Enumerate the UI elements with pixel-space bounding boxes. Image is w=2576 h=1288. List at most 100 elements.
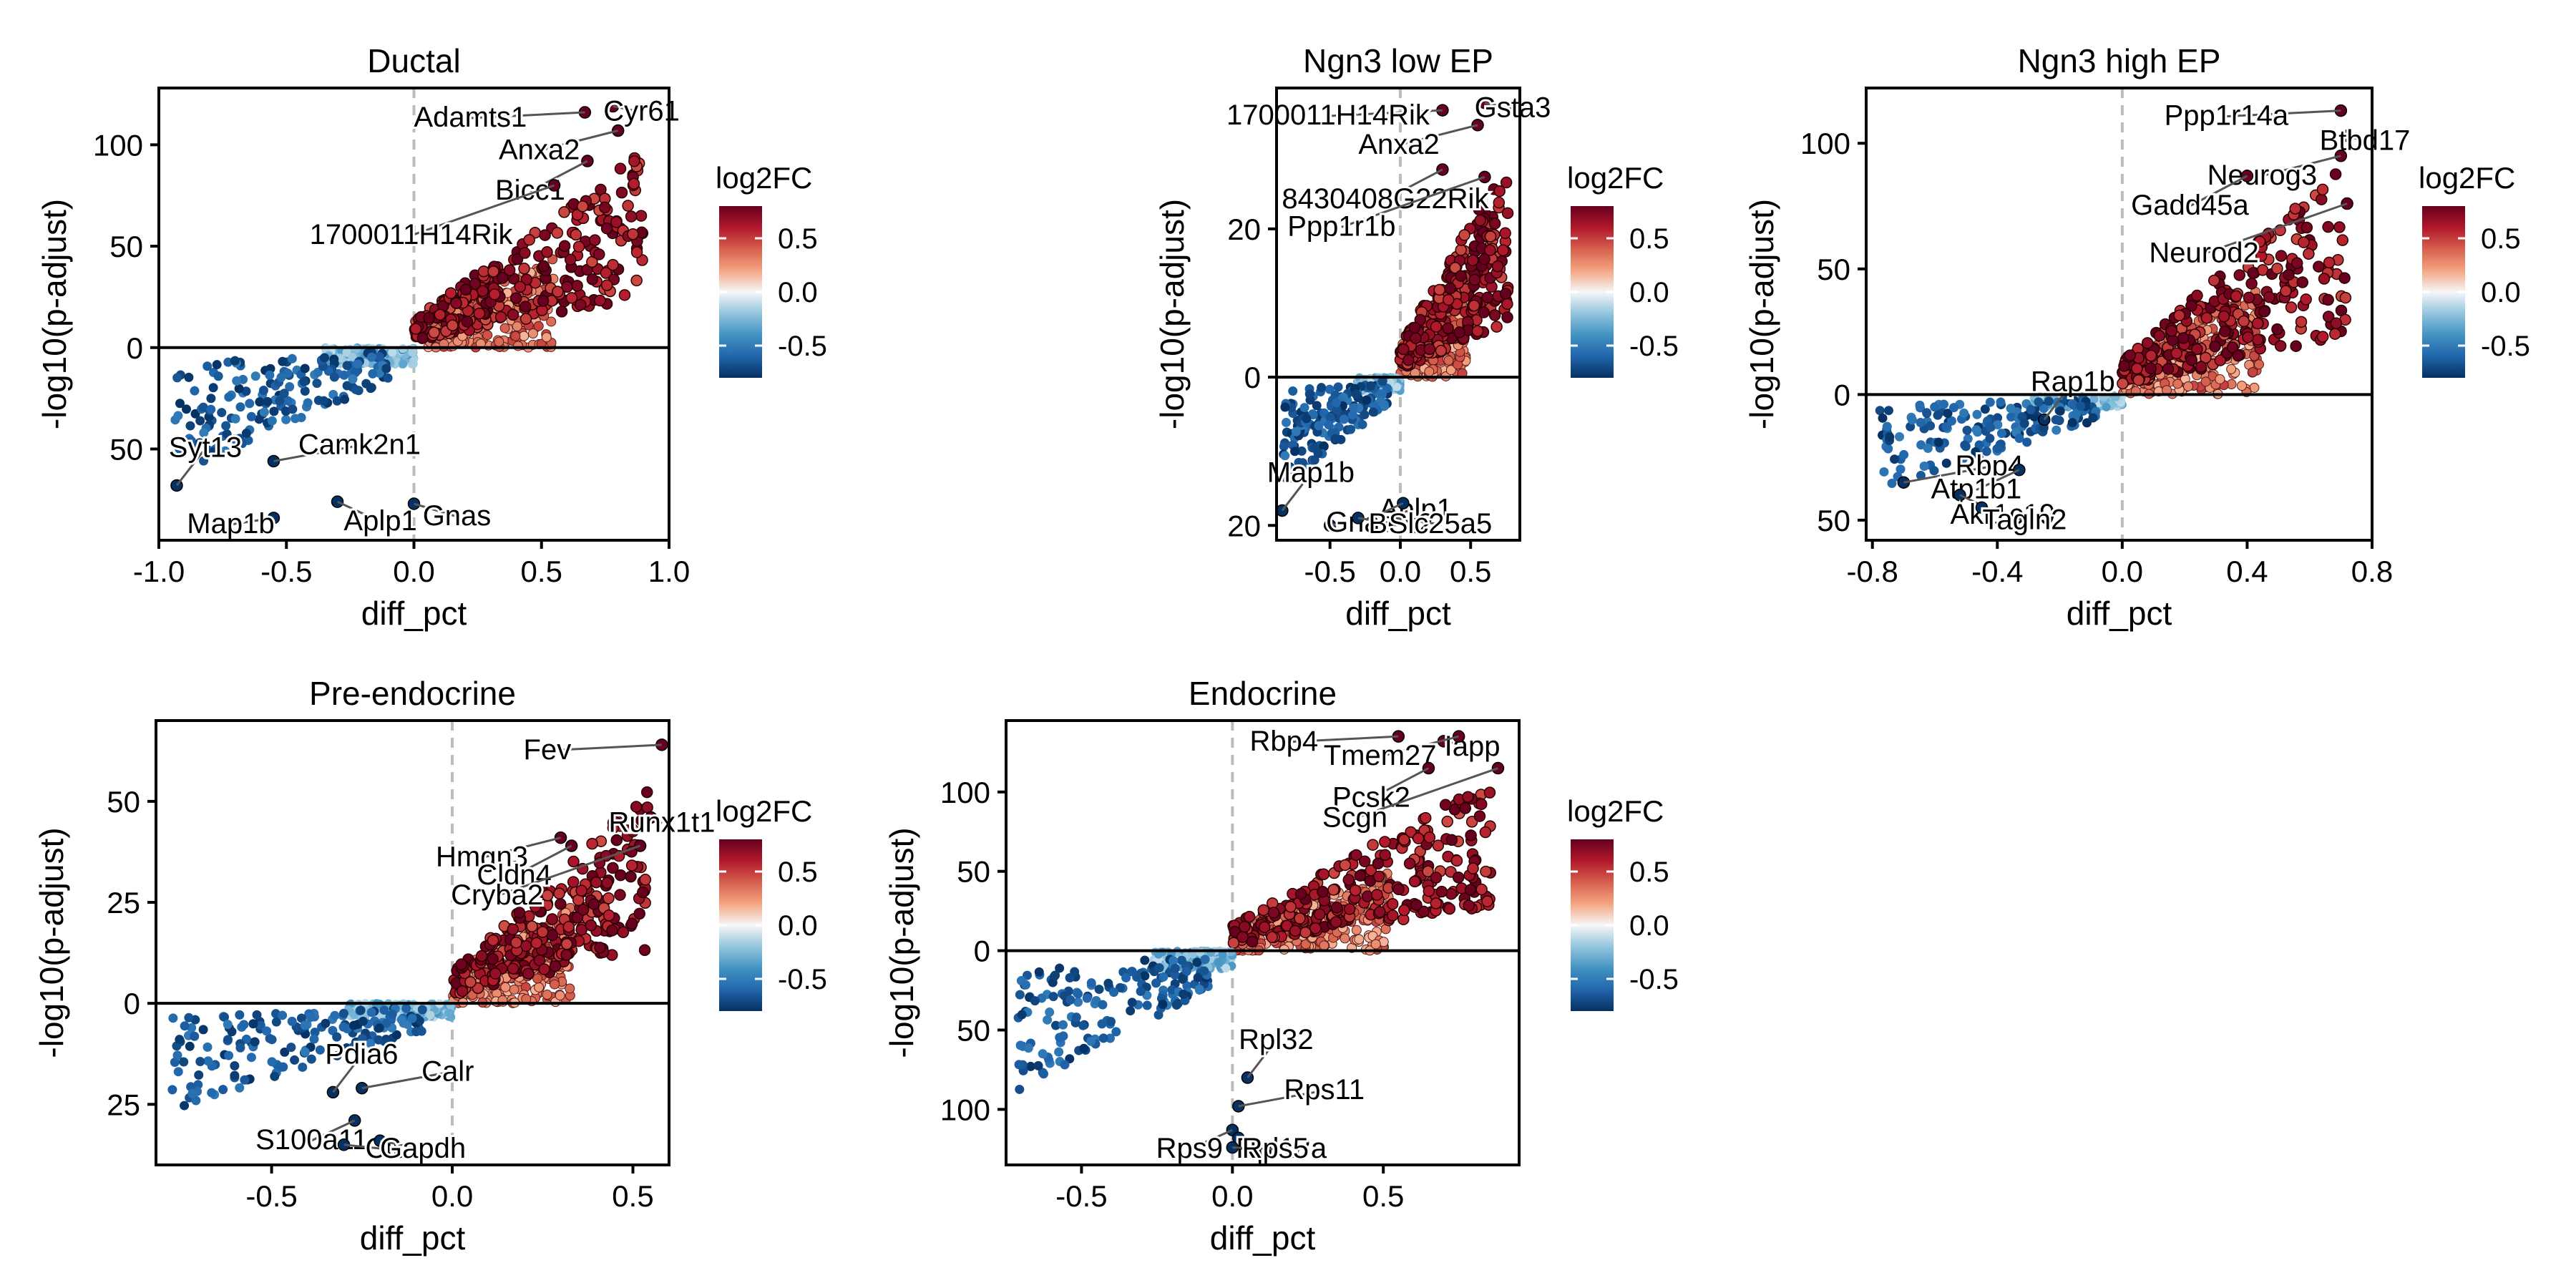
point-up [1488,309,1501,321]
point-up [600,267,613,279]
gene-label: Slc25a5 [1389,508,1493,540]
point-up [558,240,571,253]
label-leader-line [1246,1040,1277,1078]
point-down [374,1023,384,1033]
point-down [1324,384,1335,394]
point-up [534,982,545,992]
point-down [1923,444,1933,454]
point-down [1930,402,1940,412]
point-up [618,289,631,301]
y-tick-label: 100 [1800,127,1850,160]
point-up [1379,849,1391,862]
point-up [2209,340,2221,353]
point-down [1380,401,1390,411]
gene-label: Rps9 [1156,1133,1223,1164]
label-leader-line [273,444,360,462]
point-up [607,821,620,834]
point-up [577,904,590,916]
point-up [1403,857,1416,870]
label-leader-line [361,1071,449,1090]
point-down [1347,410,1357,420]
point-up [2200,312,2213,324]
point-down [1034,967,1044,977]
point-up [510,331,521,341]
point-up [602,909,615,922]
point-up [530,937,543,950]
point-down [267,416,277,426]
point-down [1193,972,1203,982]
point-down [1281,417,1291,427]
point-down [1127,967,1137,977]
point-down [1136,986,1146,996]
point-up [628,155,640,167]
point-down [1959,408,1969,418]
gene-label: 1700011H14Rik [1226,99,1430,131]
point-down [1218,950,1227,959]
point-up [519,247,531,259]
point-up [625,859,638,872]
point-down [1299,403,1309,413]
label-leader-line [1357,517,1402,526]
point-up [1423,343,1436,356]
point-down [186,436,196,446]
point-down [1899,449,1909,459]
point-down [275,396,285,406]
label-leader-line [650,816,663,824]
point-down [1073,997,1083,1007]
point-up [1365,864,1377,877]
point-up [2301,221,2313,234]
point-down [1972,409,1982,419]
point-up [475,950,488,962]
point-down [303,398,313,408]
x-tick-label: 1.0 [648,555,690,588]
point-up [2316,183,2329,196]
point-up [510,936,522,949]
point-up [1330,902,1343,914]
point-up [1491,260,1504,273]
point-up [1464,884,1477,896]
label-leader-line [1327,109,1443,117]
point-up [537,295,550,307]
point-down [1971,447,1981,457]
point-down [1896,464,1906,474]
point-down [280,1047,290,1057]
point-up [2208,274,2220,287]
point-down [366,1038,376,1048]
point-down [173,411,183,421]
point-up [1455,244,1467,256]
point-up [637,886,649,899]
point-down [1178,974,1188,984]
point-up [1484,230,1497,243]
point-down [391,1030,401,1040]
x-tick-label: 0.0 [1211,1179,1253,1213]
x-tick-label: 0.0 [393,555,434,588]
x-tick-label: -0.8 [1847,555,1898,588]
panel-0: Adamts1 Cyr61Anxa2Bicc11700011H14RikSyt13… [36,42,827,632]
point-down [2102,402,2111,411]
point-up [553,887,565,899]
point-down [170,1057,180,1067]
point-up [477,265,490,278]
point-down [217,408,227,418]
point-up [1479,826,1492,839]
point-up [1408,875,1421,888]
x-tick-label: 0.5 [1362,1179,1404,1213]
point-up [600,222,613,235]
y-axis-label: -log10(p-adjust) [1743,199,1780,429]
gene-label: Gnas [423,500,492,532]
point-up [1459,802,1471,814]
point-down [1126,1006,1136,1016]
point-down [190,386,200,396]
colorbar-tick-label: -0.5 [1629,964,1679,995]
point-up [1343,903,1356,915]
point-up [2131,362,2143,375]
point-up [487,265,499,278]
point-down [263,396,273,406]
point-down [383,373,393,383]
point-down [348,374,358,384]
point-down [182,404,192,414]
y-tick-label: 50 [1817,504,1850,537]
label-leader-line [539,130,619,152]
point-up [630,801,643,813]
point-down [319,353,329,363]
